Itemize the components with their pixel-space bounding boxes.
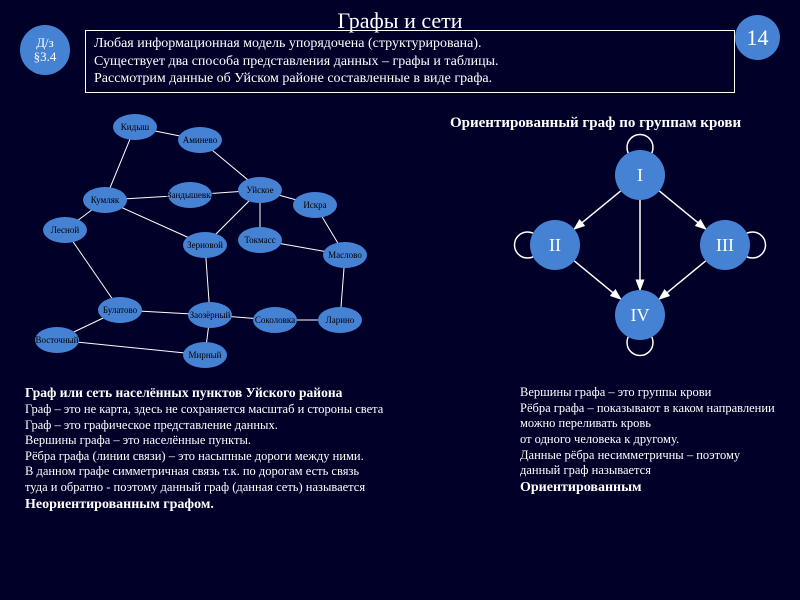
svg-text:Ларино: Ларино — [326, 315, 355, 325]
text-block-right: Вершины графа – это группы крови Рёбра г… — [520, 385, 780, 496]
svg-text:Лесной: Лесной — [51, 225, 80, 235]
tl-head: Граф или сеть населённых пунктов Уйского… — [25, 385, 342, 400]
tr-2: Рёбра графа – показывают в каком направл… — [520, 401, 775, 431]
svg-text:I: I — [637, 165, 643, 185]
settlements-graph: Кидыш Аминево Кумляк Вандышевка Уйское Искра Л… — [5, 105, 415, 385]
svg-text:Вандышевка: Вандышевка — [166, 190, 215, 200]
tl-3: Вершины графа – это населённые пункты. — [25, 433, 251, 447]
tr-5: Ориентированным — [520, 480, 642, 495]
intro-l2: Существует два способа представления дан… — [94, 54, 499, 69]
svg-text:Булатово: Булатово — [103, 305, 138, 315]
tl-1: Граф – это не карта, здесь не сохраняетс… — [25, 402, 383, 416]
homework-badge: Д/з §3.4 — [20, 25, 70, 75]
badge-l2: §3.4 — [34, 49, 57, 64]
svg-text:III: III — [716, 235, 734, 255]
svg-text:Восточный: Восточный — [35, 335, 78, 345]
tr-3: от одного человека к другому. — [520, 432, 679, 446]
svg-text:Кидыш: Кидыш — [121, 122, 149, 132]
page-title: Графы и сети — [0, 0, 800, 34]
svg-text:Уйское: Уйское — [246, 185, 273, 195]
tr-4: Данные рёбра несимметричны – поэтому дан… — [520, 448, 740, 478]
tl-6: туда и обратно - поэтому данный граф (да… — [25, 480, 365, 494]
svg-text:II: II — [549, 235, 561, 255]
intro-l3: Рассмотрим данные об Уйском районе соста… — [94, 71, 492, 86]
svg-text:IV: IV — [631, 305, 650, 325]
intro-l1: Любая информационная модель упорядочена … — [94, 36, 482, 51]
tr-1: Вершины графа – это группы крови — [520, 385, 711, 399]
intro-box: Любая информационная модель упорядочена … — [85, 30, 735, 93]
svg-text:Зерновой: Зерновой — [187, 240, 223, 250]
svg-text:Заозёрный: Заозёрный — [190, 310, 231, 320]
slide-number-badge: 14 — [735, 15, 780, 60]
tl-4: Рёбра графа (линии связи) – это насыпные… — [25, 449, 364, 463]
svg-text:Маслово: Маслово — [328, 250, 362, 260]
tl-5: В данном графе симметричная связь т.к. п… — [25, 464, 359, 478]
badge-l1: Д/з — [36, 35, 54, 50]
svg-text:Искра: Искра — [303, 200, 326, 210]
blood-graph: IIIIIIIV — [500, 130, 780, 360]
svg-text:Кумляк: Кумляк — [91, 195, 120, 205]
slide-number: 14 — [747, 25, 769, 51]
svg-text:Аминево: Аминево — [183, 135, 218, 145]
tl-7: Неориентированным графом. — [25, 497, 214, 512]
svg-text:Токмасс: Токмасс — [244, 235, 275, 245]
tl-2: Граф – это графическое представление дан… — [25, 418, 278, 432]
svg-text:Соколовка: Соколовка — [255, 315, 295, 325]
svg-text:Мирный: Мирный — [189, 350, 222, 360]
text-block-left: Граф или сеть населённых пунктов Уйского… — [25, 385, 495, 513]
